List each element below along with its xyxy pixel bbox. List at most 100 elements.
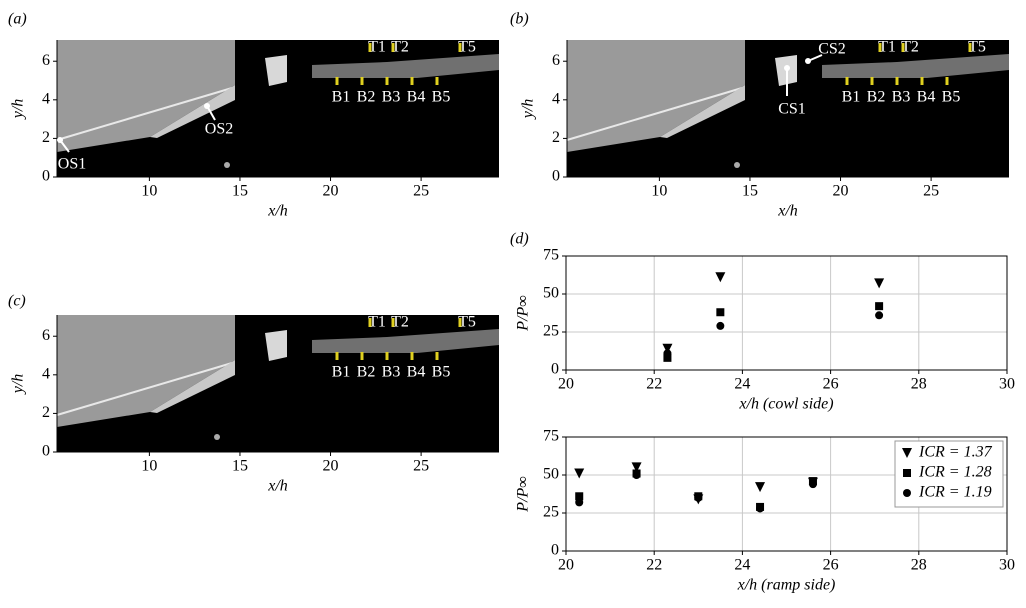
legend-box — [894, 440, 1004, 508]
flow-region — [57, 40, 235, 152]
sensor-label: B5 — [432, 89, 451, 106]
data-point — [631, 462, 642, 473]
sensor-label: B2 — [867, 89, 886, 106]
flow-region — [57, 315, 235, 427]
panel-label: (b) — [510, 11, 529, 28]
data-point — [755, 482, 766, 493]
panel: (d) 20 22 24 26 28 30 0 25 50 75 x/h (cowl side) P/P… — [510, 231, 1015, 413]
particle — [734, 162, 740, 168]
data-point — [808, 480, 817, 489]
plot-frame — [565, 255, 1008, 371]
data-point — [575, 492, 584, 501]
isolator-flow — [312, 329, 499, 353]
y-tick-label: 0 — [42, 443, 50, 460]
data-point — [574, 468, 585, 479]
panel-label: (c) — [8, 293, 26, 310]
particle — [224, 162, 230, 168]
arrow-head — [204, 103, 210, 109]
y-axis-label: P/P∞ — [515, 476, 532, 512]
cowl — [265, 330, 287, 361]
plot-frame — [565, 436, 1008, 552]
y-tick-label: 2 — [42, 404, 50, 421]
arrow-head — [805, 58, 811, 64]
data-point — [875, 302, 884, 311]
x-axis-label: x/h — [777, 203, 798, 220]
legend-marker — [902, 448, 912, 458]
y-tick-label: 25 — [543, 504, 559, 521]
data-point — [875, 311, 884, 320]
sensor-label: B2 — [357, 89, 376, 106]
legend-label: ICR = 1.37 — [918, 444, 993, 461]
x-tick-label: 15 — [742, 183, 758, 200]
sensor-label: B3 — [382, 89, 401, 106]
ramp-shock — [150, 85, 235, 138]
arrow-head — [784, 65, 790, 71]
sensor-label: B5 — [942, 89, 961, 106]
x-tick-label: 25 — [413, 458, 429, 475]
y-tick-label: 2 — [42, 129, 50, 146]
flow-region — [567, 40, 745, 152]
y-tick-label: 6 — [42, 327, 50, 344]
ramp-shock — [660, 85, 745, 138]
sensor-label: B5 — [432, 364, 451, 381]
annotation: CS2 — [818, 41, 846, 58]
sensor-label: T1 — [368, 39, 386, 56]
legend-label: ICR = 1.28 — [918, 464, 992, 481]
panel-label: (d) — [510, 231, 529, 248]
x-tick-label: 15 — [232, 183, 248, 200]
data-point — [716, 308, 725, 317]
y-tick-label: 0 — [552, 168, 560, 185]
sensor-label: T5 — [968, 39, 986, 56]
x-tick-label: 20 — [558, 557, 574, 574]
particle — [214, 434, 220, 440]
x-tick-label: 20 — [323, 458, 339, 475]
x-axis-label: x/h (ramp side) — [737, 577, 836, 594]
data-point — [694, 493, 703, 502]
data-point — [632, 471, 641, 479]
x-tick-label: 25 — [923, 183, 939, 200]
x-tick-label: 25 — [413, 183, 429, 200]
y-axis-label: y/h — [10, 374, 27, 396]
y-tick-label: 50 — [543, 466, 559, 483]
x-tick-label: 20 — [833, 183, 849, 200]
sensor-label: B4 — [407, 89, 426, 106]
data-point — [715, 272, 726, 283]
sensor-label: T1 — [878, 39, 896, 56]
y-tick-label: 25 — [543, 323, 559, 340]
annotation: OS2 — [205, 121, 233, 138]
sensor-label: T2 — [391, 39, 409, 56]
sensor-label: B3 — [892, 89, 911, 106]
x-tick-label: 28 — [911, 376, 927, 393]
y-tick-label: 50 — [543, 285, 559, 302]
data-point — [663, 349, 672, 358]
sensor-label: B2 — [357, 364, 376, 381]
annotation: CS1 — [778, 101, 806, 118]
y-tick-label: 4 — [552, 90, 560, 107]
data-point — [662, 343, 673, 354]
sensor-label: T5 — [458, 314, 476, 331]
y-tick-label: 0 — [42, 168, 50, 185]
sensor-label: T5 — [458, 39, 476, 56]
data-point — [575, 498, 584, 507]
x-tick-label: 22 — [646, 376, 662, 393]
y-tick-label: 75 — [543, 428, 559, 445]
data-point — [663, 353, 672, 362]
x-tick-label: 28 — [911, 557, 927, 574]
legend-marker — [903, 489, 911, 497]
y-axis-label: y/h — [520, 99, 537, 121]
sensor-label: B1 — [332, 364, 351, 381]
arrow-head — [57, 137, 63, 143]
sensor-label: T2 — [901, 39, 919, 56]
x-axis-label: x/h — [267, 203, 288, 220]
y-tick-label: 0 — [551, 542, 559, 559]
y-tick-label: 75 — [543, 247, 559, 264]
x-tick-label: 20 — [558, 376, 574, 393]
x-tick-label: 20 — [323, 183, 339, 200]
sensor-label: T2 — [391, 314, 409, 331]
shock-line — [566, 87, 743, 141]
x-tick-label: 26 — [823, 376, 839, 393]
x-tick-label: 15 — [232, 458, 248, 475]
x-axis-label: x/h (cowl side) — [738, 396, 833, 413]
x-tick-label: 30 — [999, 557, 1015, 574]
panel: (b) 10 15 20 25 0 2 4 6 x/h y/h T1 T2 T5 B1 B2 B3 B4 B5 CS1… — [510, 11, 1009, 220]
